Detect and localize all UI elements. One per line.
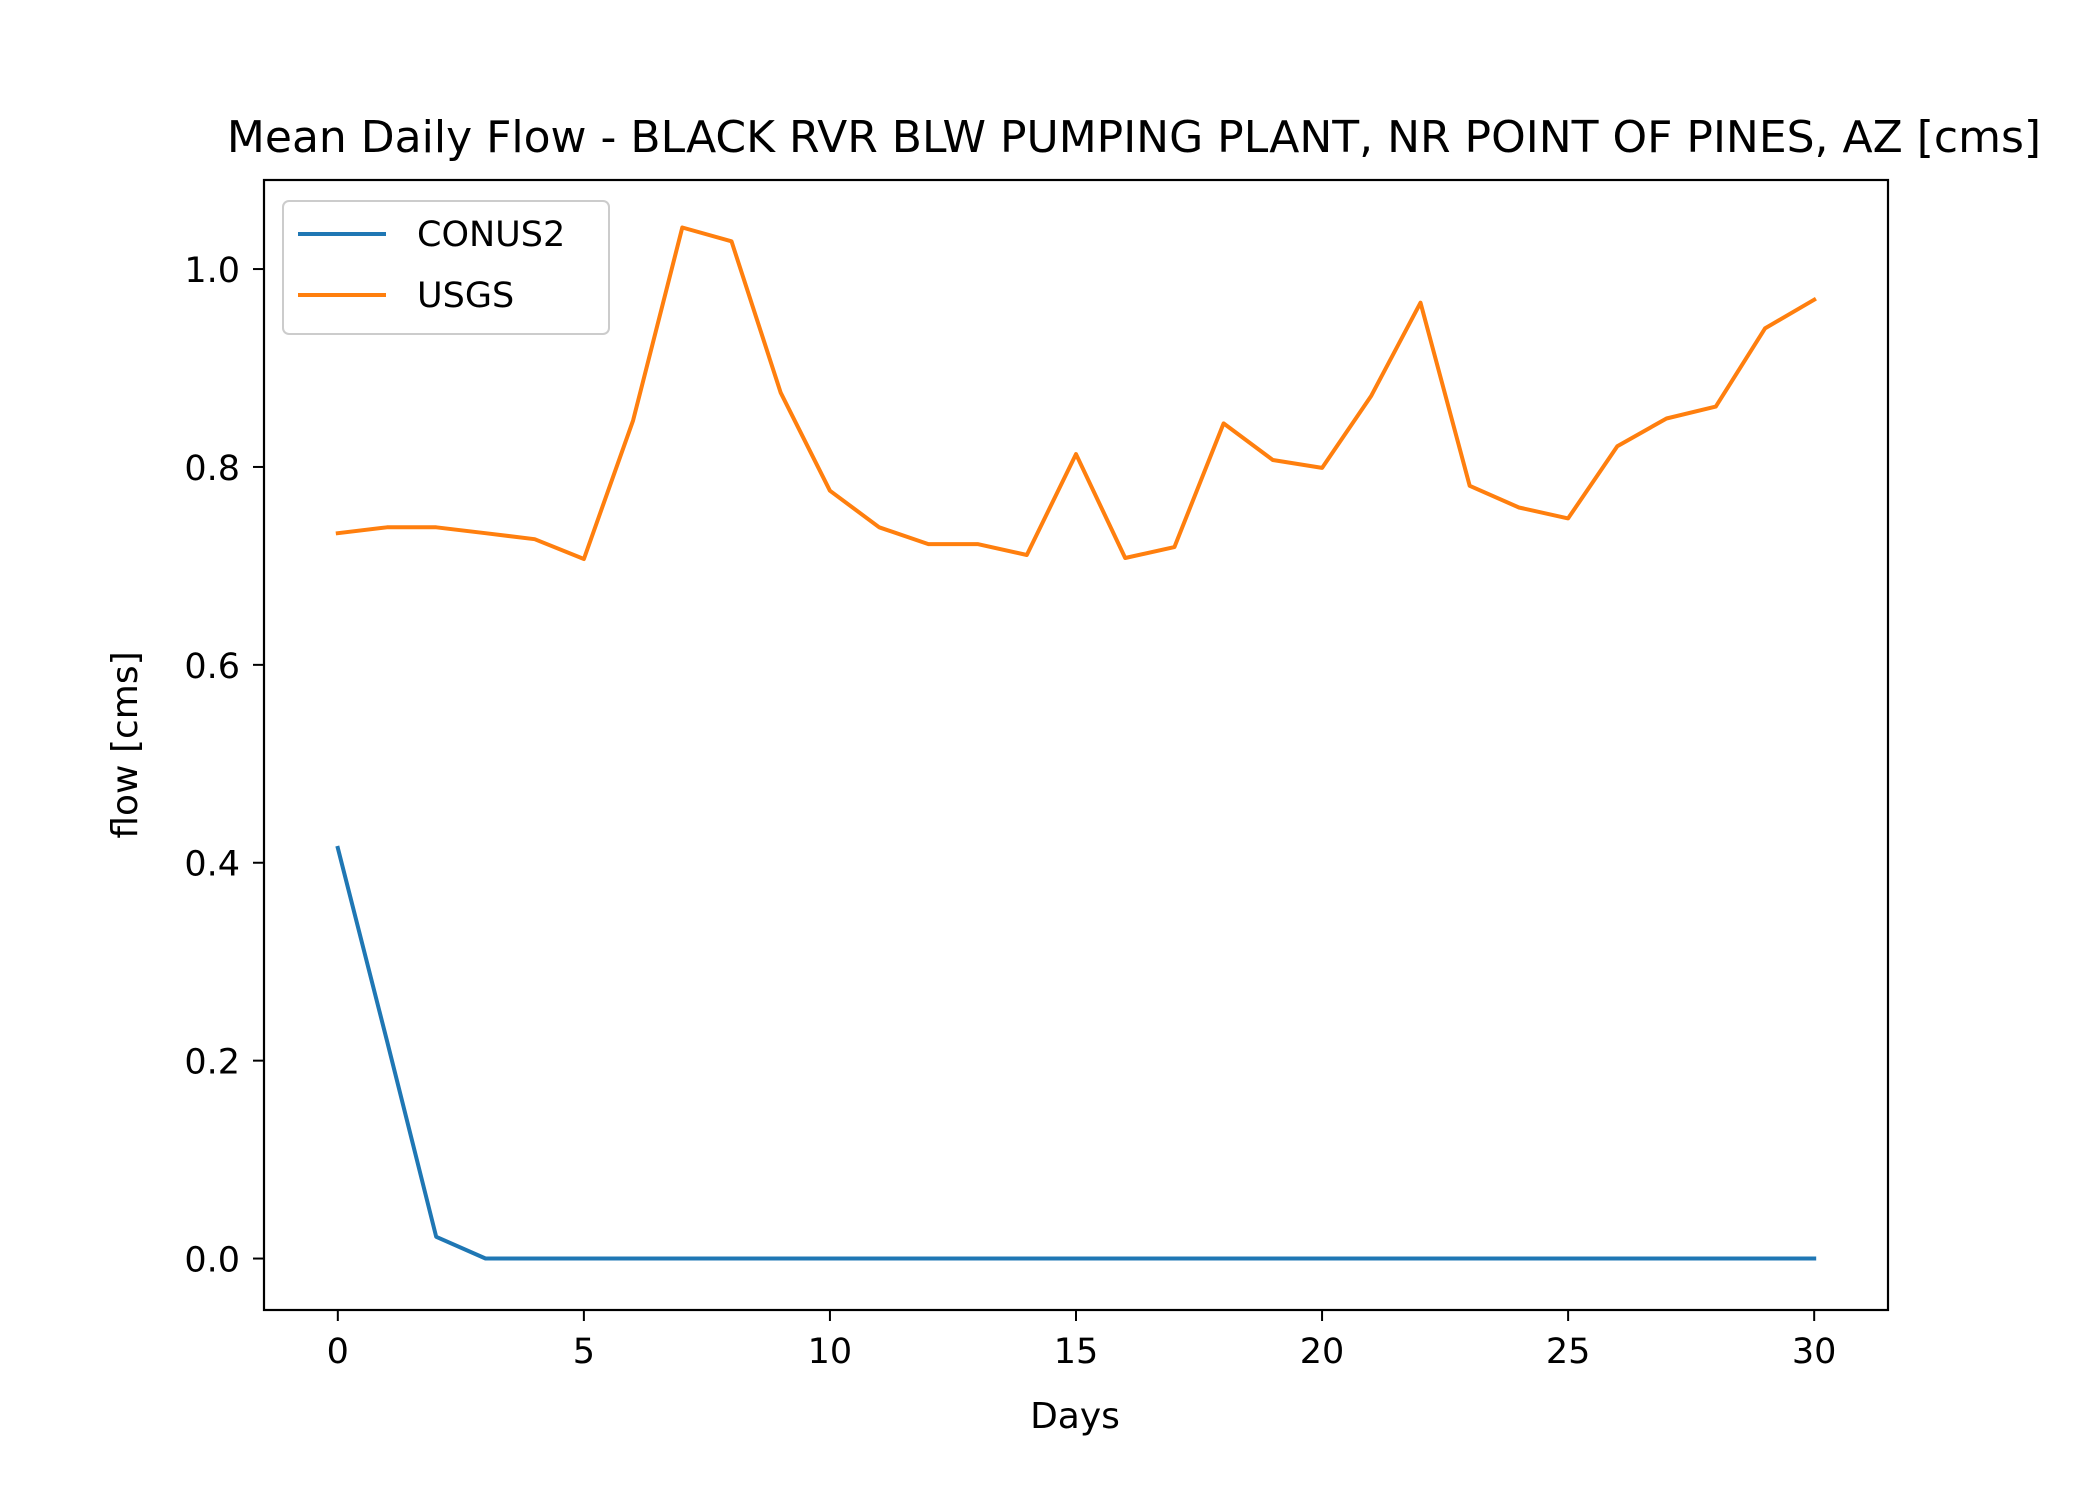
x-tick-label: 15 xyxy=(1054,1332,1099,1372)
x-axis: 0 5 10 15 20 25 30 xyxy=(327,1310,1837,1372)
y-tick-label: 0.8 xyxy=(184,449,240,489)
y-tick-label: 0.0 xyxy=(184,1241,240,1281)
y-tick-label: 0.2 xyxy=(184,1043,240,1083)
legend-label-conus2: CONUS2 xyxy=(417,215,565,255)
x-axis-label: Days xyxy=(1030,1396,1120,1437)
y-tick-label: 0.4 xyxy=(184,845,240,885)
plot-area-frame xyxy=(262,178,1890,1312)
y-axis: 0.0 0.2 0.4 0.6 0.8 1.0 xyxy=(184,251,264,1281)
y-axis-label: flow [cms] xyxy=(105,651,146,838)
x-tick-label: 0 xyxy=(327,1332,349,1372)
series-line-usgs xyxy=(335,225,1817,561)
x-tick-label: 30 xyxy=(1792,1332,1837,1372)
x-tick-label: 10 xyxy=(808,1332,853,1372)
x-tick-label: 5 xyxy=(573,1332,595,1372)
series-line-conus2 xyxy=(335,845,1817,1261)
x-tick-label: 25 xyxy=(1546,1332,1591,1372)
series-lines xyxy=(335,225,1817,1261)
x-tick-label: 20 xyxy=(1300,1332,1345,1372)
legend-label-usgs: USGS xyxy=(417,276,514,316)
y-tick-label: 0.6 xyxy=(184,647,240,687)
legend: CONUS2 USGS xyxy=(282,200,610,335)
chart-title: Mean Daily Flow - BLACK RVR BLW PUMPING … xyxy=(227,112,2041,163)
y-tick-label: 1.0 xyxy=(184,251,240,291)
